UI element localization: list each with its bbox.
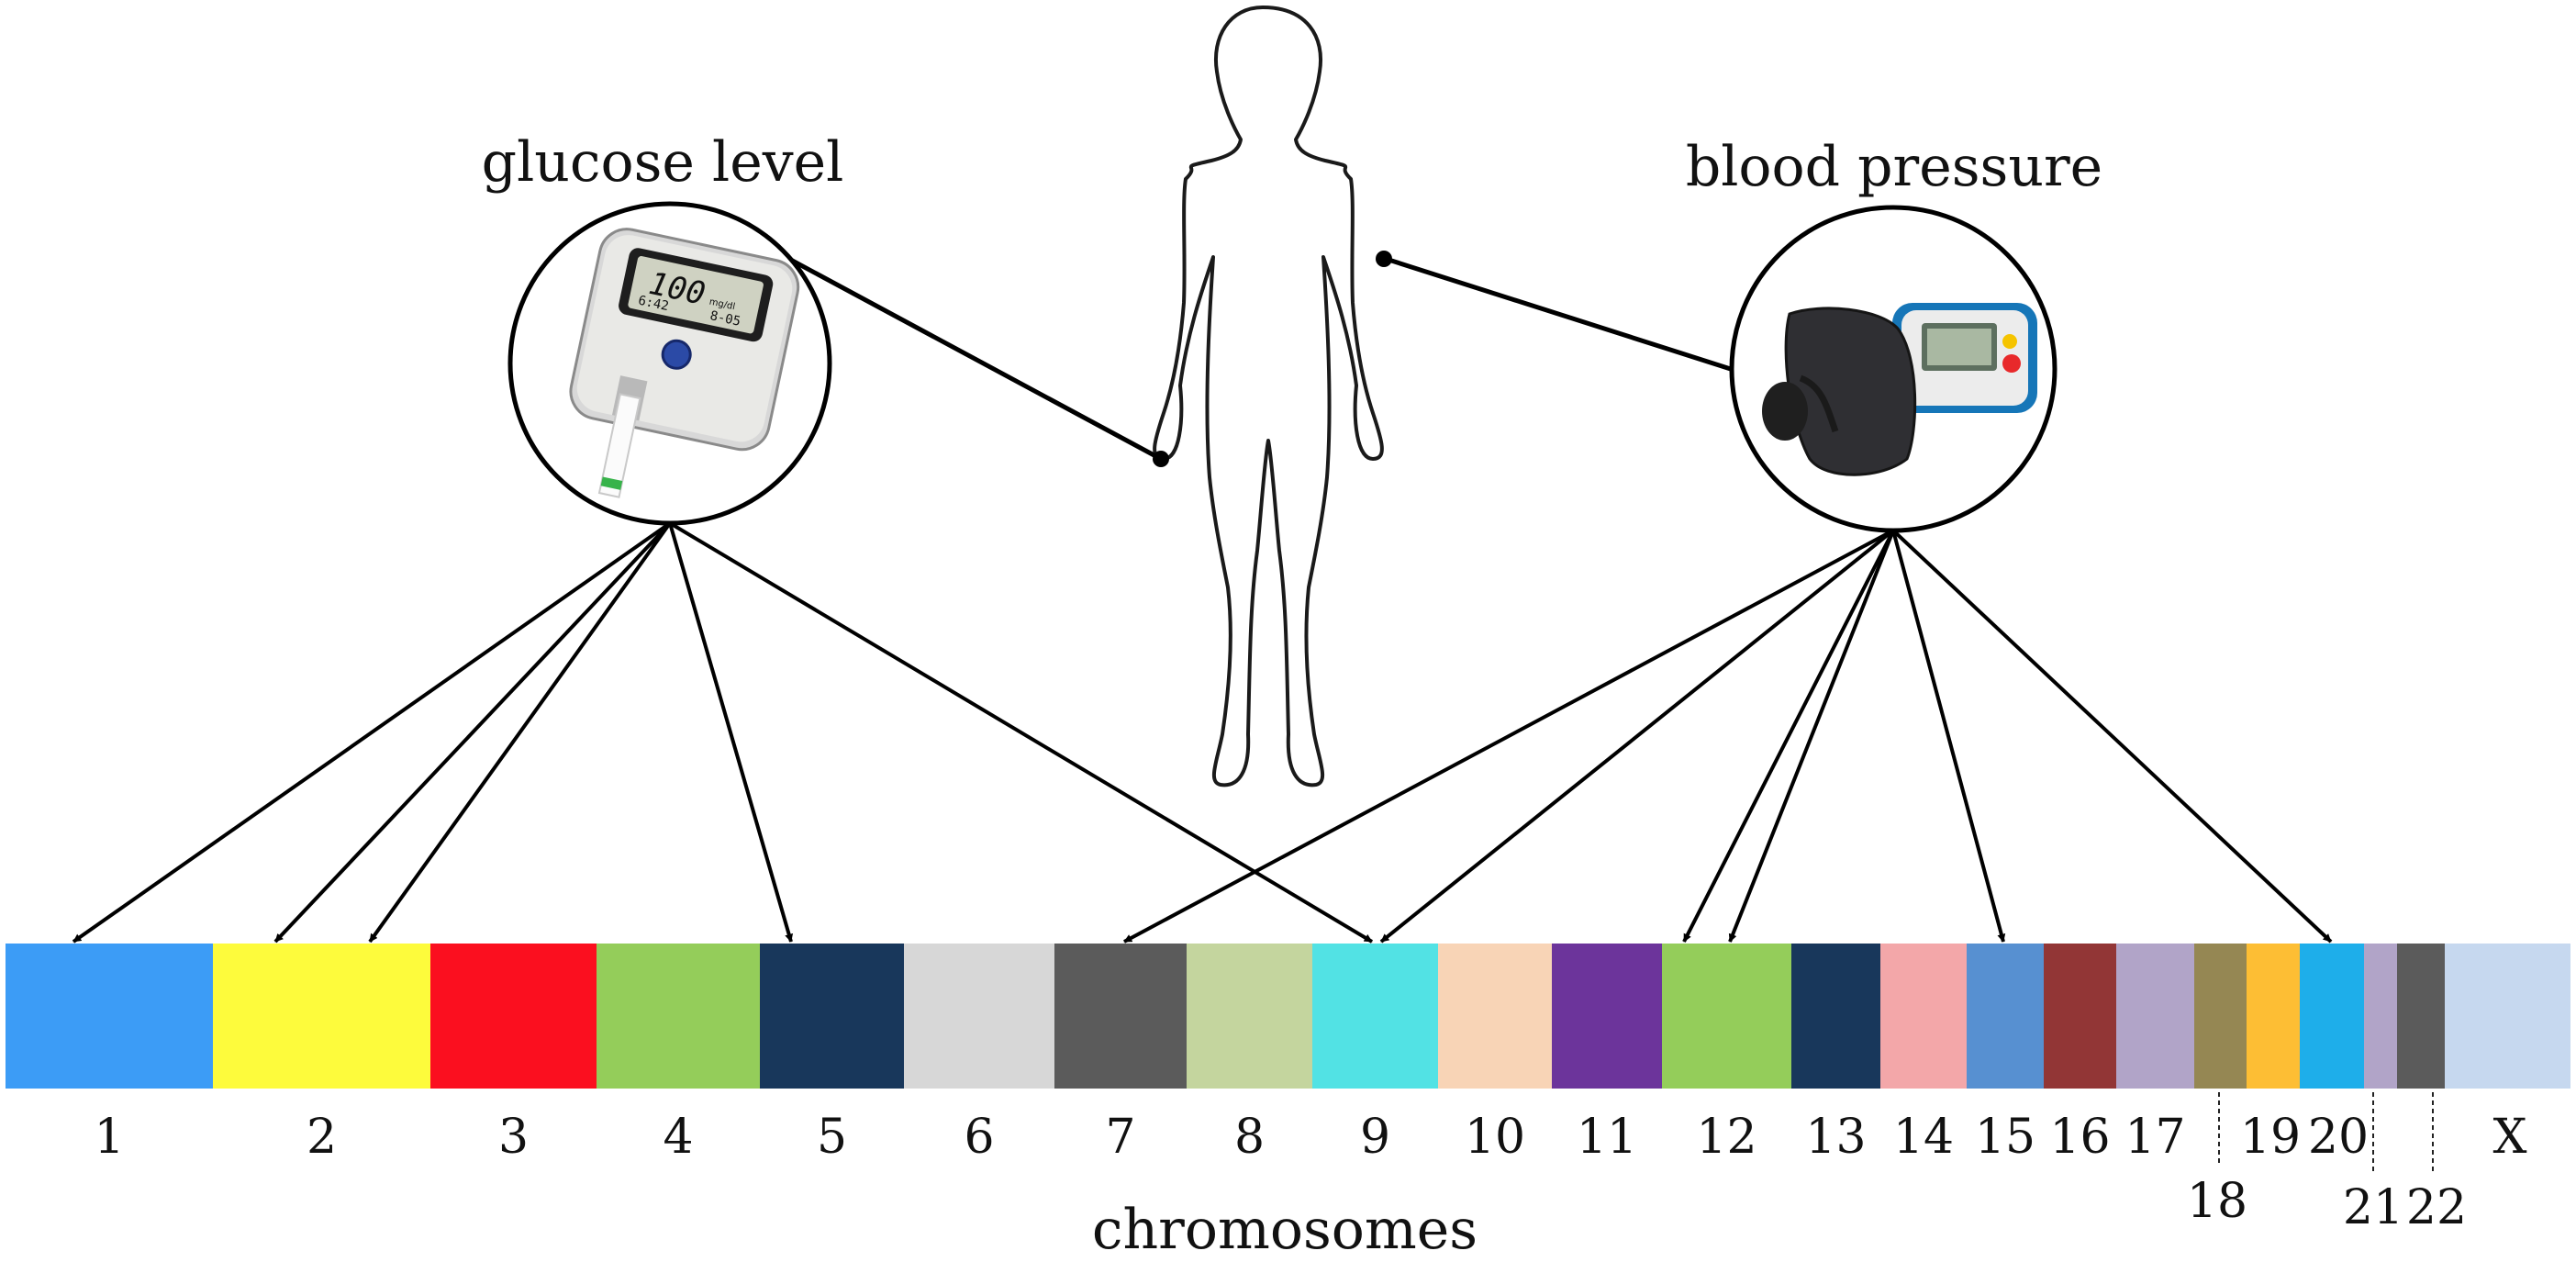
glucose-arrow-chr-9-4 <box>668 521 1374 944</box>
chromosome-segment-16 <box>2044 944 2116 1089</box>
chromosome-segment-20 <box>2300 944 2364 1089</box>
chromosome-label-10: 10 <box>1465 1110 1525 1165</box>
blood-pressure-arrow-chr-7-0 <box>1123 529 1894 944</box>
glucose-arrow-chr-1-0 <box>72 521 672 944</box>
chromosome-label-2: 2 <box>307 1110 337 1165</box>
glucose-arrow-chr-2-2 <box>368 521 672 944</box>
chromosome-band <box>6 944 2570 1089</box>
chromosome-label-4: 4 <box>663 1110 693 1165</box>
blood-pressure-arrow-chr-20-5 <box>1891 529 2333 944</box>
blood-pressure-monitor-illustration <box>1729 205 2057 533</box>
chromosome-label-9: 9 <box>1360 1110 1390 1165</box>
bp-connector <box>1385 256 1737 374</box>
chromosome-label-20: 20 <box>2308 1110 2369 1165</box>
glucose-arrow-chr-5-3 <box>668 522 794 943</box>
chromosome-label-3: 3 <box>498 1110 529 1165</box>
chromosome-label-13: 13 <box>1805 1110 1866 1165</box>
chromosome-segment-7 <box>1054 944 1187 1089</box>
glucose-level-label: glucose level <box>482 130 844 195</box>
chromosome-label-8: 8 <box>1234 1110 1265 1165</box>
glucose-connector-dot <box>1153 451 1169 467</box>
blood-pressure-arrow-chr-12-2 <box>1682 530 1895 943</box>
chromosome-segment-1 <box>6 944 213 1089</box>
chromosome-segment-13 <box>1791 944 1880 1089</box>
chromosome-label-1: 1 <box>94 1110 124 1165</box>
meter-display-date: 8-05 <box>708 308 742 329</box>
chromosome-segment-4 <box>597 944 760 1089</box>
chromosome-label-x: X <box>2492 1110 2526 1165</box>
blood-pressure-arrow-chr-9-1 <box>1379 529 1895 944</box>
chromosome-label-14: 14 <box>1893 1110 1954 1165</box>
chromosome-label-18: 18 <box>2187 1174 2247 1229</box>
chromosome-segment-18 <box>2194 944 2247 1089</box>
chromosome-segment-22 <box>2397 944 2445 1089</box>
chromosome-label-7: 7 <box>1105 1110 1135 1165</box>
blood-pressure-label: blood pressure <box>1686 135 2102 199</box>
chromosome-segment-14 <box>1880 944 1967 1089</box>
chromosome-segment-5 <box>760 944 904 1089</box>
chromosome-segment-8 <box>1187 944 1312 1089</box>
bp-connector-dot <box>1376 251 1392 267</box>
chromosome-segment-3 <box>430 944 597 1089</box>
chromosome-label-11: 11 <box>1577 1110 1637 1165</box>
chromosome-segment-21 <box>2364 944 2397 1089</box>
chromosome-label-17: 17 <box>2124 1110 2185 1165</box>
chromosome-label-21: 21 <box>2343 1180 2403 1235</box>
chromosome-segment-11 <box>1552 944 1662 1089</box>
human-silhouette <box>1153 6 1384 787</box>
chromosome-segment-19 <box>2247 944 2300 1089</box>
chromosome-segment-6 <box>904 944 1054 1089</box>
blood-pressure-arrow-chr-12-3 <box>1728 530 1895 943</box>
chromosome-label-15: 15 <box>1975 1110 2035 1165</box>
chromosome-label-16: 16 <box>2049 1110 2110 1165</box>
chromosome-segment-9 <box>1312 944 1438 1089</box>
chromosome-segment-x <box>2445 944 2570 1089</box>
chromosome-label-6: 6 <box>964 1110 994 1165</box>
chromosome-label-19: 19 <box>2240 1110 2301 1165</box>
meter-display-time: 6:42 <box>637 294 670 315</box>
meter-button <box>661 339 692 370</box>
glucose-arrow-chr-2-1 <box>273 521 672 944</box>
chromosome-segment-15 <box>1967 944 2044 1089</box>
chromosome-segment-10 <box>1438 944 1552 1089</box>
chromosome-segment-17 <box>2116 944 2194 1089</box>
chromosomes-label: chromosomes <box>1092 1198 1478 1262</box>
glucose-meter-illustration: 100 mg/dl 6:42 8-05 <box>507 201 832 526</box>
chromosome-label-5: 5 <box>817 1110 847 1165</box>
association-arrows <box>72 521 2333 944</box>
chromosome-segment-12 <box>1662 944 1791 1089</box>
chromosome-segment-2 <box>213 944 430 1089</box>
blood-pressure-arrow-chr-15-4 <box>1891 530 2006 943</box>
chromosome-label-12: 12 <box>1696 1110 1756 1165</box>
glucose-connector <box>784 254 1163 462</box>
chromosome-label-22: 22 <box>2406 1180 2467 1235</box>
